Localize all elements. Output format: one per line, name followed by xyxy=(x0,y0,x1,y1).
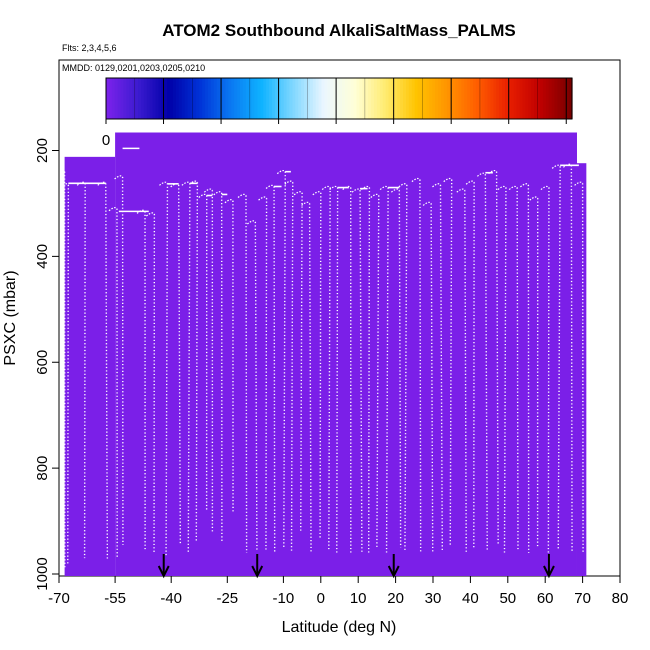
x-axis: -70 -55 -40 -25 -10 0 10 20 30 40 50 60 70 80 xyxy=(48,576,628,607)
y-axis: 200 400 600 800 1000 xyxy=(34,138,59,591)
x-tick-label: 30 xyxy=(425,590,442,607)
dates-annotation: MMDD: 0129,0201,0203,0205,0210 xyxy=(62,63,205,73)
x-tick-label: -55 xyxy=(104,590,126,607)
x-tick-label: 40 xyxy=(462,590,479,607)
y-tick-label: 200 xyxy=(34,138,51,163)
profile-curve xyxy=(57,171,65,174)
y-tick-label: 600 xyxy=(34,350,51,375)
x-tick-label: -40 xyxy=(160,590,182,607)
x-tick-label: 0 xyxy=(317,590,325,607)
y-tick-label: 400 xyxy=(34,244,51,269)
curtain-block xyxy=(577,163,586,576)
x-tick-label: 70 xyxy=(574,590,591,607)
colorbar-tick-label: 0 xyxy=(102,132,110,149)
y-axis-label: PSXC (mbar) xyxy=(2,270,19,365)
y-tick-label: 1000 xyxy=(34,557,51,590)
curtain-block xyxy=(115,133,577,576)
flights-annotation: Flts: 2,3,4,5,6 xyxy=(62,43,117,53)
y-tick-label: 800 xyxy=(34,456,51,481)
x-tick-label: 10 xyxy=(350,590,367,607)
x-tick-label: 80 xyxy=(612,590,629,607)
x-tick-label: 20 xyxy=(387,590,404,607)
x-tick-label: 60 xyxy=(537,590,554,607)
x-tick-label: -10 xyxy=(273,590,295,607)
x-tick-label: -70 xyxy=(48,590,70,607)
x-tick-label: 50 xyxy=(499,590,516,607)
chart-title: ATOM2 Southbound AlkaliSaltMass_PALMS xyxy=(162,21,516,40)
data-curtain xyxy=(65,133,587,576)
x-axis-label: Latitude (deg N) xyxy=(282,619,397,636)
x-tick-label: -25 xyxy=(216,590,238,607)
